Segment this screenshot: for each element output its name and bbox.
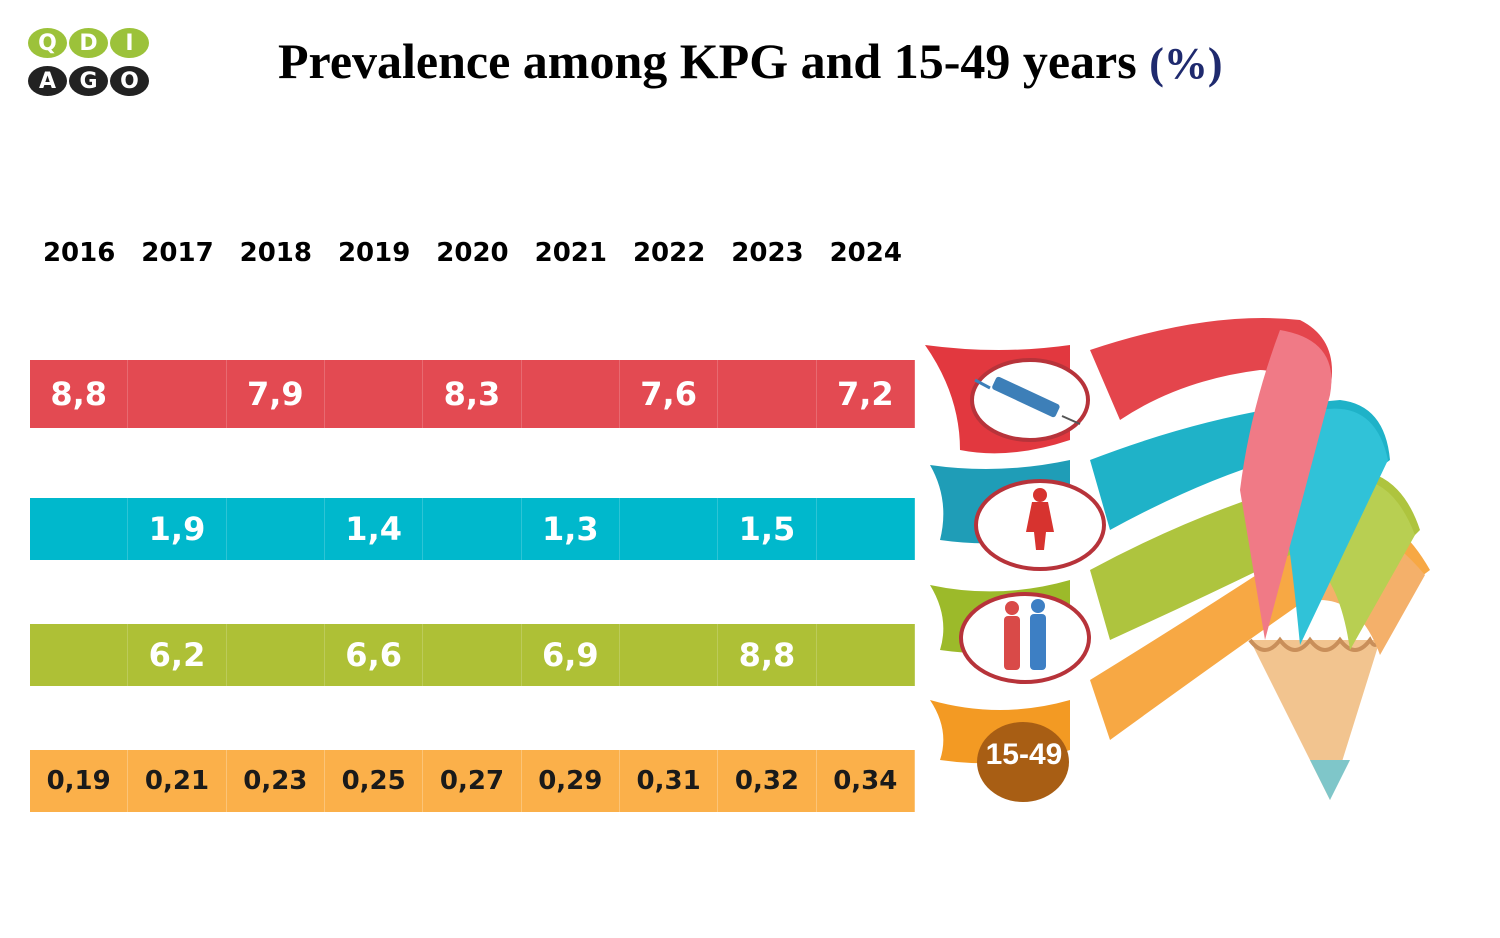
logo-letter: G [69,66,108,96]
value-cell: 8,8 [30,360,129,428]
value-cell [423,624,522,686]
year-label: 2018 [239,238,312,268]
value-cell: 0,29 [522,750,620,812]
value-cell: 0,32 [718,750,817,812]
pencil-ribbon-illustration [925,318,1430,802]
year-header: 2016 2017 2018 2019 2020 2021 2022 2023 2024 [30,238,915,278]
value-cell [718,360,817,428]
value-cell: 8,3 [423,360,522,428]
year-label: 2021 [534,238,607,268]
logo-letter: O [110,66,149,96]
pencil-tip [1310,760,1350,800]
value-cell: 7,2 [817,360,915,428]
year-label: 2019 [337,238,411,268]
year-label: 2016 [42,238,116,268]
year-label: 2022 [632,238,706,268]
logo-letter: D [69,28,108,58]
value-cell: 1,5 [718,498,817,560]
value-cell [620,624,719,686]
value-cell: 0,21 [128,750,227,812]
value-cell: 1,3 [522,498,620,560]
value-cell [423,498,522,560]
value-cell: 7,6 [620,360,719,428]
value-cell: 6,9 [522,624,620,686]
year-label: 2017 [141,238,214,268]
woman-silhouette-icon [1026,488,1054,550]
syringe-icon [974,376,1081,425]
value-cell: 0,27 [423,750,522,812]
value-cell: 0,34 [817,750,915,812]
chart-title: Prevalence among KPG and 15-49 years (%) [278,32,1223,90]
value-cell: 0,19 [30,750,129,812]
value-cell: 0,23 [227,750,325,812]
value-cell: 1,4 [325,498,424,560]
logo-letter: A [28,66,67,96]
qdiago-logo: Q D I A G O [28,28,158,100]
men-couple-icon [1004,599,1046,670]
value-cell [620,498,719,560]
value-cell [128,360,227,428]
value-cell: 6,2 [128,624,227,686]
value-cell [30,498,129,560]
value-cell [817,498,915,560]
value-cell: 1,9 [128,498,227,560]
year-label: 2023 [731,238,804,268]
value-cell [30,624,129,686]
value-cell: 8,8 [718,624,817,686]
value-cell: 0,31 [620,750,719,812]
logo-letter: Q [28,28,67,58]
value-cell [227,624,325,686]
red-ribbon [1090,318,1332,420]
men-badge [959,592,1091,684]
syringe-badge [970,358,1090,442]
value-cell [227,498,325,560]
value-cell: 0,25 [325,750,424,812]
age-badge [977,722,1069,802]
band-row-olive: 6,2 6,6 6,9 8,8 [30,624,915,686]
band-row-orange: 0,19 0,21 0,23 0,25 0,27 0,29 0,31 0,32 0,34 [30,750,915,812]
value-cell [325,360,424,428]
year-label: 2020 [436,238,509,268]
age-group-badge-label: 15-49 [985,738,1063,771]
band-row-teal: 1,9 1,4 1,3 1,5 [30,498,915,560]
value-cell [522,360,620,428]
value-cell: 6,6 [325,624,424,686]
band-row-red: 8,8 7,9 8,3 7,6 7,2 [30,360,915,428]
value-cell [817,624,915,686]
logo-letter: I [110,28,149,58]
title-text: Prevalence among KPG and 15-49 years [278,33,1137,89]
value-cell: 7,9 [227,360,325,428]
year-label: 2024 [829,238,902,268]
title-unit: (%) [1149,39,1223,88]
pencil-wood [1250,640,1380,800]
woman-badge [974,479,1106,571]
